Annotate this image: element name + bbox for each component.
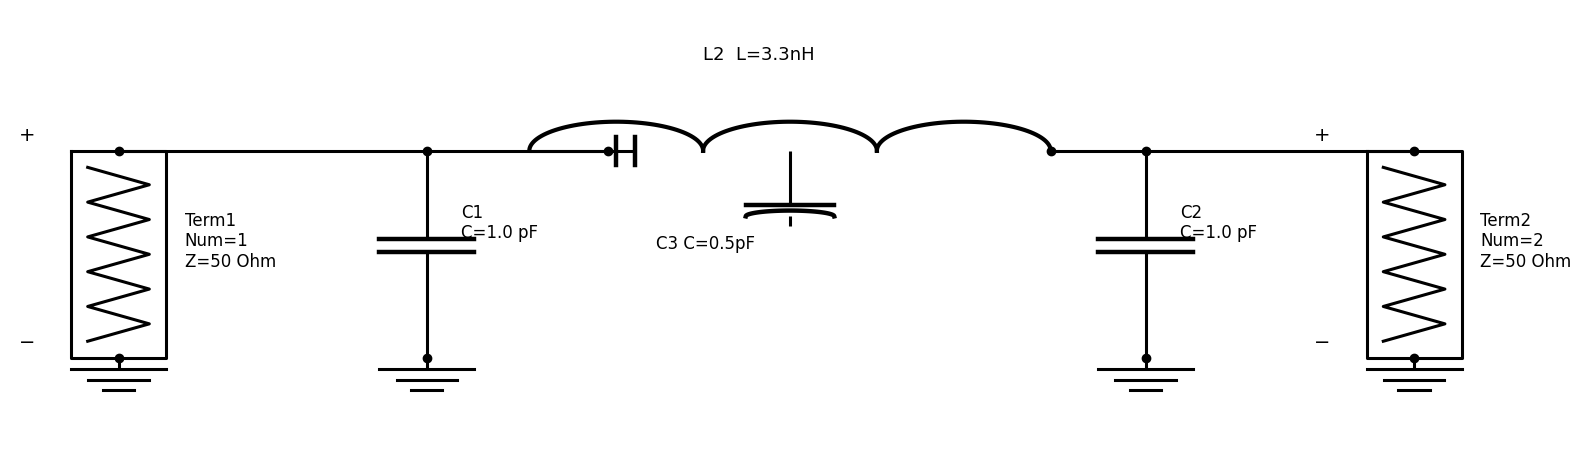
Text: Term1
Num=1
Z=50 Ohm: Term1 Num=1 Z=50 Ohm <box>185 211 276 271</box>
Text: C1
C=1.0 pF: C1 C=1.0 pF <box>461 203 539 242</box>
Text: Term2
Num=2
Z=50 Ohm: Term2 Num=2 Z=50 Ohm <box>1480 211 1572 271</box>
Text: −: − <box>1315 332 1330 351</box>
Text: +: + <box>19 126 35 145</box>
Text: C3 C=0.5pF: C3 C=0.5pF <box>656 234 755 252</box>
Text: L2  L=3.3nH: L2 L=3.3nH <box>703 46 815 64</box>
Text: −: − <box>19 332 35 351</box>
Text: +: + <box>1315 126 1330 145</box>
Text: C2
C=1.0 pF: C2 C=1.0 pF <box>1180 203 1258 242</box>
